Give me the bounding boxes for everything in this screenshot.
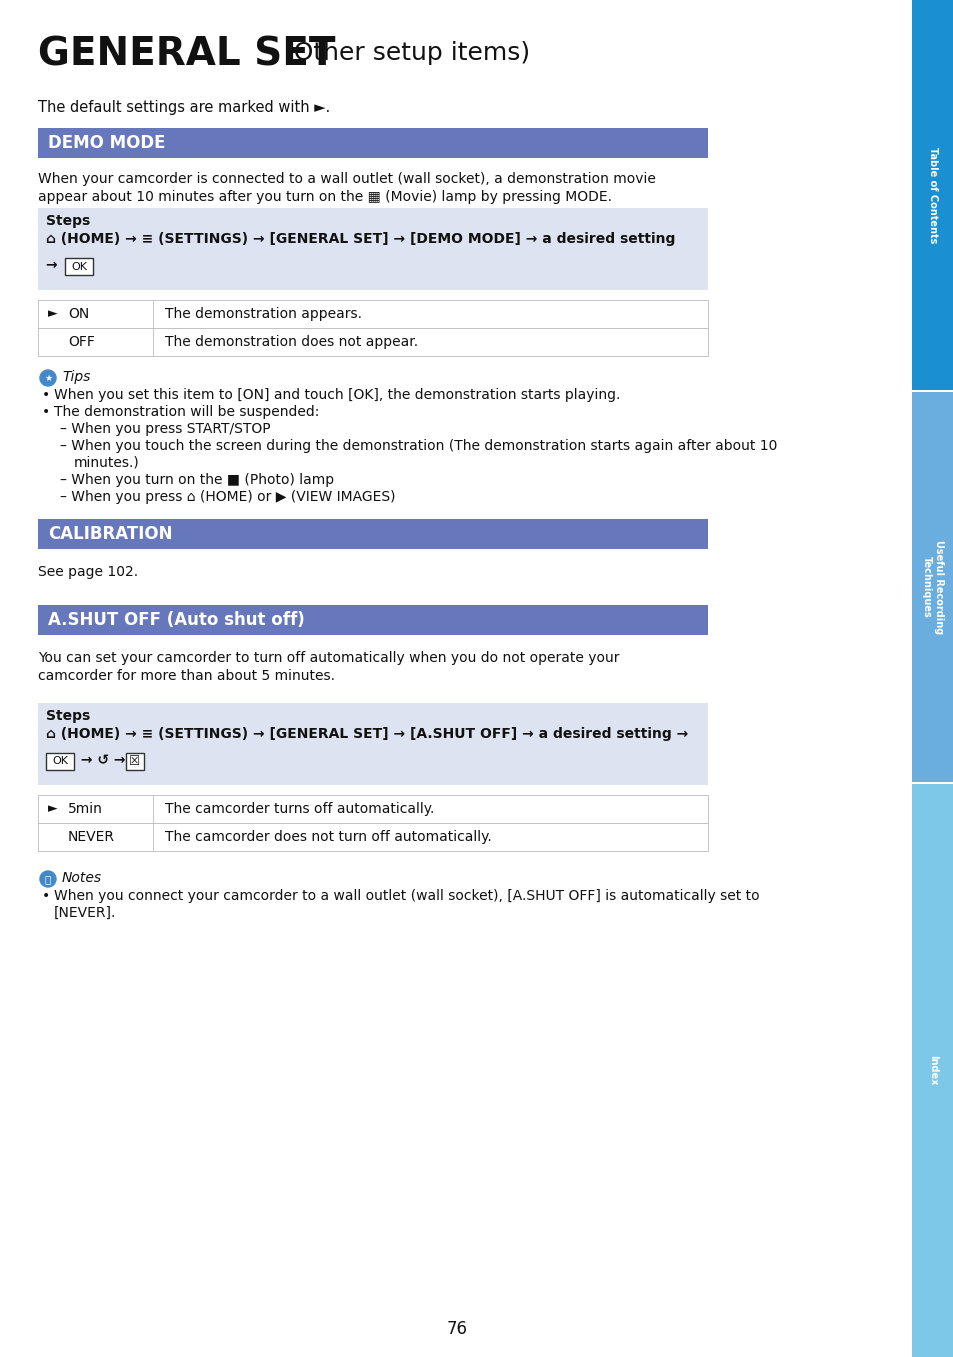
Text: GENERAL SET: GENERAL SET <box>38 35 335 73</box>
Circle shape <box>40 370 56 385</box>
Text: ⓘ: ⓘ <box>45 874 51 883</box>
Text: – When you turn on the ■ (Photo) lamp: – When you turn on the ■ (Photo) lamp <box>60 474 334 487</box>
Bar <box>46 753 74 769</box>
Text: – When you touch the screen during the demonstration (The demonstration starts a: – When you touch the screen during the d… <box>60 440 777 453</box>
Text: appear about 10 minutes after you turn on the ▦ (Movie) lamp by pressing MODE.: appear about 10 minutes after you turn o… <box>38 190 612 204</box>
Text: The default settings are marked with ►.: The default settings are marked with ►. <box>38 100 330 115</box>
Text: Table of Contents: Table of Contents <box>927 147 937 243</box>
Bar <box>38 822 707 851</box>
Bar <box>65 258 92 275</box>
Circle shape <box>40 871 56 887</box>
Bar <box>38 328 707 356</box>
Text: The demonstration will be suspended:: The demonstration will be suspended: <box>54 404 319 419</box>
Text: See page 102.: See page 102. <box>38 565 138 579</box>
Text: OK: OK <box>52 756 68 767</box>
Text: When you connect your camcorder to a wall outlet (wall socket), [A.SHUT OFF] is : When you connect your camcorder to a wal… <box>54 889 759 902</box>
Bar <box>911 392 953 782</box>
Text: The camcorder turns off automatically.: The camcorder turns off automatically. <box>165 802 434 816</box>
Text: ⌂ (HOME) → ≡ (SETTINGS) → [GENERAL SET] → [A.SHUT OFF] → a desired setting →: ⌂ (HOME) → ≡ (SETTINGS) → [GENERAL SET] … <box>46 727 687 741</box>
Text: OFF: OFF <box>68 335 94 349</box>
Text: – When you press START/STOP: – When you press START/STOP <box>60 422 271 436</box>
Text: Steps: Steps <box>46 708 91 723</box>
Bar <box>38 605 707 635</box>
Text: When you set this item to [ON] and touch [OK], the demonstration starts playing.: When you set this item to [ON] and touch… <box>54 388 619 402</box>
Text: → ↺ →: → ↺ → <box>76 753 131 767</box>
Text: ►: ► <box>48 802 57 816</box>
Bar <box>38 703 707 784</box>
Text: •: • <box>42 388 51 402</box>
Text: 76: 76 <box>446 1320 467 1338</box>
Text: (Other setup items): (Other setup items) <box>275 41 530 65</box>
Text: Tips: Tips <box>62 370 91 384</box>
Bar <box>38 518 707 550</box>
Text: OK: OK <box>71 262 87 271</box>
Text: You can set your camcorder to turn off automatically when you do not operate you: You can set your camcorder to turn off a… <box>38 651 618 665</box>
Text: Steps: Steps <box>46 214 91 228</box>
Text: – When you press ⌂ (HOME) or ▶ (VIEW IMAGES): – When you press ⌂ (HOME) or ▶ (VIEW IMA… <box>60 490 395 503</box>
Text: A.SHUT OFF (Auto shut off): A.SHUT OFF (Auto shut off) <box>48 611 304 630</box>
Bar <box>38 300 707 328</box>
Bar <box>911 0 953 389</box>
Text: camcorder for more than about 5 minutes.: camcorder for more than about 5 minutes. <box>38 669 335 683</box>
Text: minutes.): minutes.) <box>74 456 139 470</box>
Bar <box>38 795 707 822</box>
Text: The demonstration does not appear.: The demonstration does not appear. <box>165 335 417 349</box>
Text: 5min: 5min <box>68 802 103 816</box>
Bar <box>38 208 707 290</box>
Text: Useful Recording
Techniques: Useful Recording Techniques <box>921 540 943 634</box>
Text: DEMO MODE: DEMO MODE <box>48 134 165 152</box>
Text: [NEVER].: [NEVER]. <box>54 906 116 920</box>
Text: CALIBRATION: CALIBRATION <box>48 525 172 543</box>
Text: The camcorder does not turn off automatically.: The camcorder does not turn off automati… <box>165 830 491 844</box>
Text: •: • <box>42 889 51 902</box>
Text: NEVER: NEVER <box>68 830 115 844</box>
Text: When your camcorder is connected to a wall outlet (wall socket), a demonstration: When your camcorder is connected to a wa… <box>38 172 656 186</box>
Text: •: • <box>42 404 51 419</box>
Text: →: → <box>46 258 63 271</box>
Bar <box>126 753 144 769</box>
Text: ☒: ☒ <box>130 754 140 768</box>
Text: The demonstration appears.: The demonstration appears. <box>165 307 361 322</box>
Bar <box>38 128 707 157</box>
Bar <box>911 784 953 1357</box>
Text: ON: ON <box>68 307 90 322</box>
Text: ★: ★ <box>44 373 52 383</box>
Text: Notes: Notes <box>62 871 102 885</box>
Text: ⌂ (HOME) → ≡ (SETTINGS) → [GENERAL SET] → [DEMO MODE] → a desired setting: ⌂ (HOME) → ≡ (SETTINGS) → [GENERAL SET] … <box>46 232 675 246</box>
Text: Index: Index <box>927 1056 937 1086</box>
Text: ►: ► <box>48 308 57 320</box>
